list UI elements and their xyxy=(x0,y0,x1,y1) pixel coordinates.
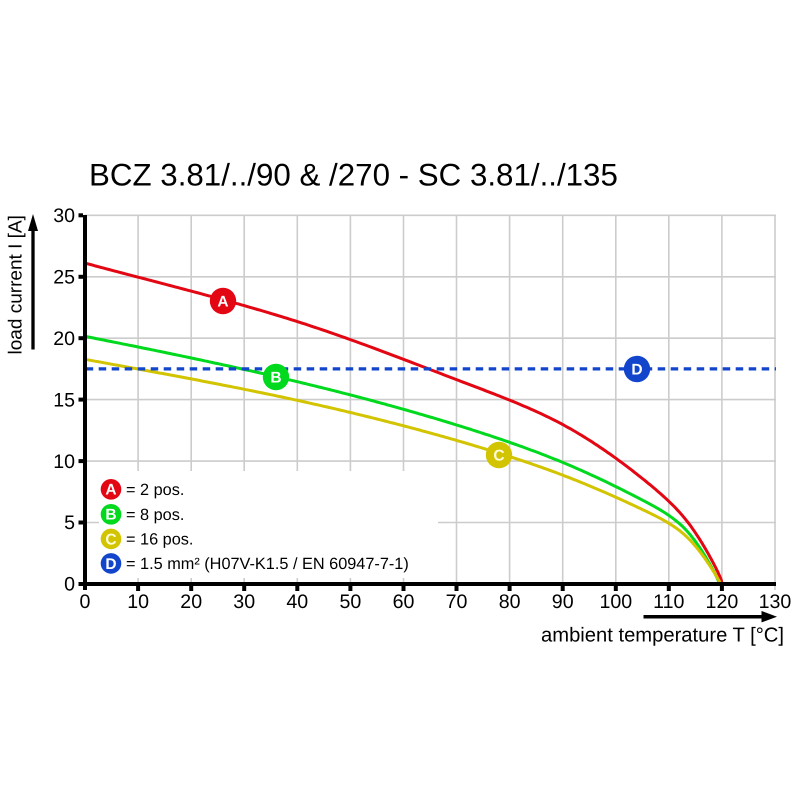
svg-text:100: 100 xyxy=(599,591,632,613)
svg-text:110: 110 xyxy=(653,591,684,613)
svg-text:load current I [A]: load current I [A] xyxy=(6,215,27,354)
svg-text:15: 15 xyxy=(53,389,75,411)
svg-text:20: 20 xyxy=(180,591,202,613)
svg-text:= 1.5 mm² (H07V-K1.5 / EN 6094: = 1.5 mm² (H07V-K1.5 / EN 60947-7-1) xyxy=(126,555,409,573)
svg-text:= 2 pos.: = 2 pos. xyxy=(126,481,184,499)
svg-text:70: 70 xyxy=(446,591,468,613)
svg-text:B: B xyxy=(105,507,116,524)
svg-text:= 16 pos.: = 16 pos. xyxy=(126,531,193,549)
svg-text:C: C xyxy=(105,531,116,548)
svg-text:B: B xyxy=(270,369,281,386)
svg-text:10: 10 xyxy=(127,591,149,613)
svg-text:C: C xyxy=(493,447,504,464)
svg-text:120: 120 xyxy=(706,591,739,613)
svg-text:40: 40 xyxy=(286,591,308,613)
svg-text:0: 0 xyxy=(80,591,91,613)
svg-text:30: 30 xyxy=(233,591,255,613)
svg-text:0: 0 xyxy=(64,574,75,596)
svg-text:80: 80 xyxy=(499,591,521,613)
svg-text:10: 10 xyxy=(53,451,75,473)
svg-text:D: D xyxy=(105,556,116,573)
svg-text:20: 20 xyxy=(53,328,75,350)
svg-text:50: 50 xyxy=(340,591,362,613)
svg-text:= 8 pos.: = 8 pos. xyxy=(126,506,184,524)
svg-text:A: A xyxy=(217,293,228,310)
svg-text:25: 25 xyxy=(53,266,75,288)
svg-text:5: 5 xyxy=(64,512,75,534)
svg-text:A: A xyxy=(105,482,116,499)
svg-text:60: 60 xyxy=(393,591,415,613)
svg-text:D: D xyxy=(631,361,642,378)
svg-text:90: 90 xyxy=(552,591,574,613)
svg-text:ambient temperature T [°C]: ambient temperature T [°C] xyxy=(541,625,784,647)
svg-text:30: 30 xyxy=(53,205,75,227)
svg-text:130: 130 xyxy=(759,591,792,613)
svg-text:BCZ 3.81/../90 & /270 - SC 3.8: BCZ 3.81/../90 & /270 - SC 3.81/../135 xyxy=(89,158,618,193)
